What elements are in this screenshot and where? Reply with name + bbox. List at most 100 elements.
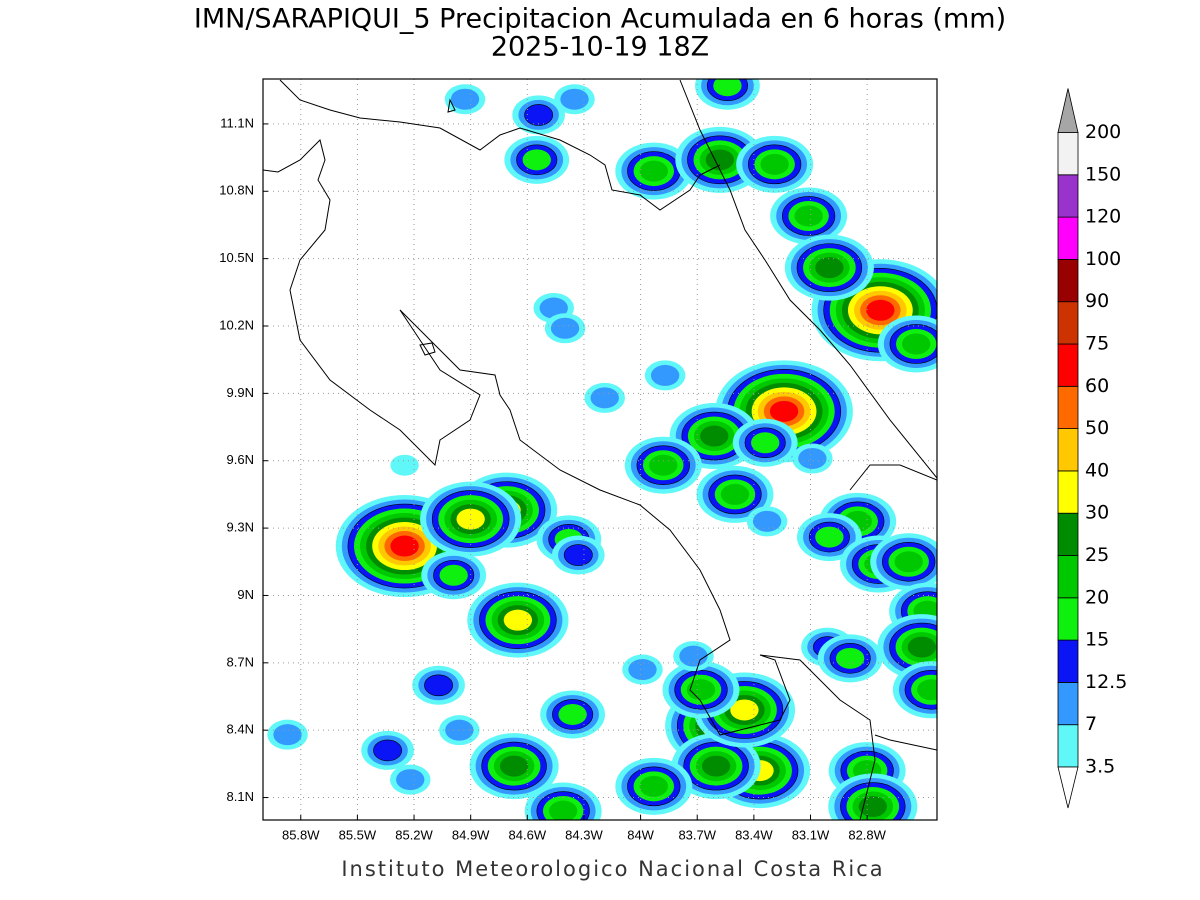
- precip-cell: [752, 510, 782, 532]
- precip-cell: [701, 755, 731, 777]
- precip-cell: [902, 333, 931, 355]
- precip-cell: [390, 535, 419, 557]
- x-tick-label: 84.6W: [509, 827, 547, 842]
- y-tick-label: 9.6N: [227, 452, 254, 467]
- precip-cell: [549, 800, 578, 820]
- colorbar-label: 50: [1085, 417, 1109, 439]
- precip-cell: [558, 703, 587, 725]
- x-tick-label: 83.4W: [735, 827, 773, 842]
- precip-cell: [450, 88, 480, 110]
- precip-cell: [373, 739, 403, 762]
- colorbar-box: [1057, 301, 1079, 345]
- colorbar-box: [1057, 512, 1079, 556]
- x-tick-label: 84W: [627, 827, 654, 842]
- precipitation: [267, 79, 937, 820]
- precip-cell: [273, 724, 302, 746]
- precip-cell: [539, 297, 568, 319]
- title: IMN/SARAPIQUI_5 Precipitacion Acumulada …: [194, 4, 1006, 35]
- precip-cell: [649, 454, 678, 476]
- precip-cell: [907, 636, 937, 658]
- precip-cell: [522, 149, 551, 171]
- colorbar-box: [1057, 216, 1079, 260]
- precip-cell: [835, 647, 865, 669]
- colorbar-label: 75: [1085, 333, 1109, 355]
- precip-cell: [720, 483, 750, 505]
- colorbar: 3.5 7 12.5 15 20 25 30 40 50 60 75 90 100 120 150 200: [1057, 88, 1127, 809]
- x-tick-label: 85.2W: [395, 827, 433, 842]
- colorbar-box: [1057, 724, 1079, 768]
- colorbar-label: 120: [1085, 206, 1121, 228]
- colorbar-over: [1057, 88, 1079, 133]
- colorbar-box: [1057, 428, 1079, 472]
- precip-cell: [700, 425, 729, 447]
- colorbar-label: 15: [1085, 629, 1109, 651]
- x-tick-label: 84.9W: [452, 827, 490, 842]
- grid: 85.8W 85.5W 85.2W 84.9W 84.6W 84.3W 84W 83.7W 83…: [219, 79, 937, 842]
- colorbar-label: 200: [1085, 121, 1121, 143]
- y-tick-label: 8.4N: [227, 722, 254, 737]
- precip-cell: [503, 609, 533, 631]
- x-tick-label: 85.5W: [339, 827, 377, 842]
- precip-cell: [550, 317, 580, 339]
- precip-cell: [894, 551, 923, 573]
- precip-cell: [628, 659, 657, 681]
- colorbar-label: 7: [1085, 713, 1097, 735]
- precip-cell: [499, 755, 529, 777]
- x-tick-label: 85.8W: [282, 827, 320, 842]
- precip-cell: [639, 160, 668, 182]
- colorbar-label: 20: [1085, 586, 1109, 608]
- coastline: [399, 309, 876, 820]
- precip-cell: [866, 299, 895, 321]
- plot-frame: [262, 78, 938, 821]
- colorbar-box: [1057, 597, 1079, 641]
- colorbar-under: [1057, 766, 1079, 809]
- coastline: [279, 79, 721, 211]
- precip-cell: [858, 796, 887, 818]
- precip-cell: [751, 432, 780, 454]
- precip-cell: [713, 79, 742, 97]
- y-tick-label: 10.8N: [219, 183, 254, 198]
- precip-cell: [679, 645, 708, 667]
- precip-cell: [917, 679, 937, 701]
- y-tick-label: 9.3N: [227, 520, 254, 535]
- precip-cell: [794, 205, 823, 227]
- colorbar-label: 40: [1085, 459, 1109, 481]
- precip-cell: [424, 674, 454, 697]
- precip-cell: [815, 526, 844, 548]
- precip-cell: [639, 775, 668, 797]
- subtitle: 2025-10-19 18Z: [491, 32, 709, 63]
- colorbar-label: 30: [1085, 502, 1109, 524]
- y-tick-label: 8.1N: [227, 789, 254, 804]
- precip-cell: [445, 719, 474, 741]
- precip-cell: [686, 679, 716, 701]
- colorbar-box: [1057, 470, 1079, 514]
- colorbar-label: 3.5: [1085, 756, 1115, 778]
- y-tick-label: 9N: [237, 587, 254, 602]
- colorbar-box: [1057, 555, 1079, 599]
- colorbar-label: 150: [1085, 163, 1121, 185]
- precip-cell: [396, 769, 425, 791]
- y-tick-label: 8.7N: [227, 654, 254, 669]
- colorbar-label: 90: [1085, 290, 1109, 312]
- x-tick-label: 82.8W: [848, 827, 886, 842]
- colorbar-label: 60: [1085, 375, 1109, 397]
- coastline: [679, 79, 937, 479]
- precip-cell: [705, 149, 735, 171]
- footer: Instituto Meteorologico Nacional Costa R…: [341, 857, 884, 881]
- precip-cell: [590, 387, 619, 409]
- colorbar-box: [1057, 258, 1079, 303]
- colorbar-label: 25: [1085, 544, 1109, 566]
- border: [849, 464, 937, 751]
- y-tick-label: 9.9N: [227, 385, 254, 400]
- colorbar-label: 12.5: [1085, 671, 1127, 693]
- colorbar-label: 100: [1085, 248, 1121, 270]
- y-tick-label: 11.1N: [220, 115, 254, 130]
- x-tick-label: 83.1W: [792, 827, 830, 842]
- colorbar-box: [1057, 132, 1079, 176]
- colorbar-box: [1057, 639, 1079, 683]
- colorbar-box: [1057, 385, 1079, 429]
- precip-cell: [560, 88, 589, 110]
- coastline: [263, 139, 481, 467]
- y-tick-label: 10.5N: [219, 250, 254, 265]
